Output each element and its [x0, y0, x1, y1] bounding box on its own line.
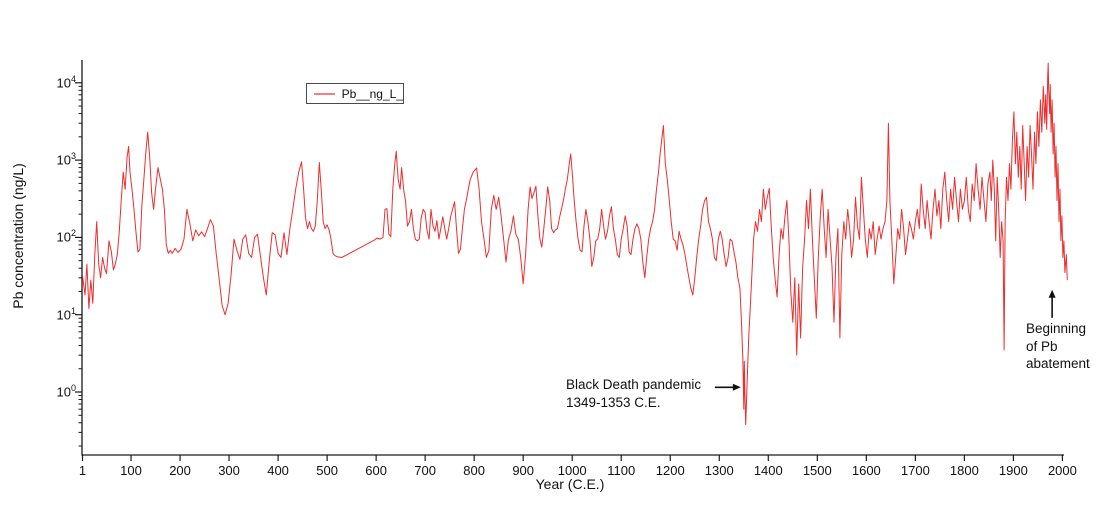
legend-label: Pb__ng_L_ — [341, 86, 403, 101]
x-tick-label: 1900 — [998, 463, 1028, 478]
x-tick-label: 900 — [512, 463, 535, 478]
x-tick-label: 100 — [120, 463, 142, 478]
y-tick-label: 103 — [56, 151, 76, 168]
x-tick-label: 600 — [365, 463, 387, 478]
pb-abatement-arrowhead — [1048, 289, 1056, 298]
x-tick-label: 1500 — [802, 463, 832, 478]
x-axis-label: Year (C.E.) — [535, 476, 605, 492]
legend: Pb__ng_L_ — [306, 83, 404, 104]
annotation-line: Beginning — [1026, 321, 1087, 336]
x-tick-label: 1400 — [753, 463, 783, 478]
x-tick-label: 2000 — [1047, 463, 1077, 478]
x-tick-label: 1800 — [949, 463, 979, 478]
pb-series-line — [82, 62, 1068, 425]
y-axis-label: Pb concentration (ng/L) — [10, 163, 26, 309]
black-death-arrowhead — [732, 383, 741, 391]
x-tick-label: 1100 — [607, 463, 636, 478]
y-tick-label: 101 — [56, 305, 76, 323]
x-tick-label: 700 — [414, 463, 436, 478]
legend-line-sample — [314, 92, 335, 95]
x-tick-label: 200 — [169, 463, 191, 478]
y-tick-label: 104 — [56, 73, 76, 91]
annotation-line: of Pb — [1026, 338, 1058, 354]
y-tick-label: 100 — [56, 383, 76, 400]
x-tick-label: 1200 — [655, 463, 685, 478]
x-tick-label: 1700 — [900, 463, 930, 478]
y-tick-label: 102 — [56, 228, 76, 245]
x-tick-label: 800 — [463, 463, 485, 478]
x-tick-label: 500 — [316, 463, 338, 478]
x-tick-label: 1600 — [851, 463, 881, 478]
annotation-line: Black Death pandemic — [566, 377, 702, 392]
x-tick-label: 1 — [78, 463, 87, 478]
x-tick-label: 1000 — [557, 463, 587, 478]
annotation-black-death: Black Death pandemic 1349-1353 C.E. — [566, 376, 726, 412]
x-tick-label: 1300 — [704, 463, 734, 478]
annotation-line: 1349-1353 C.E. — [566, 395, 661, 410]
annotation-line: abatement — [1026, 356, 1090, 371]
annotation-pb-abatement: Beginning of Pb abatement — [1026, 320, 1112, 373]
x-tick-label: 300 — [218, 463, 240, 478]
x-tick-label: 400 — [267, 463, 289, 478]
